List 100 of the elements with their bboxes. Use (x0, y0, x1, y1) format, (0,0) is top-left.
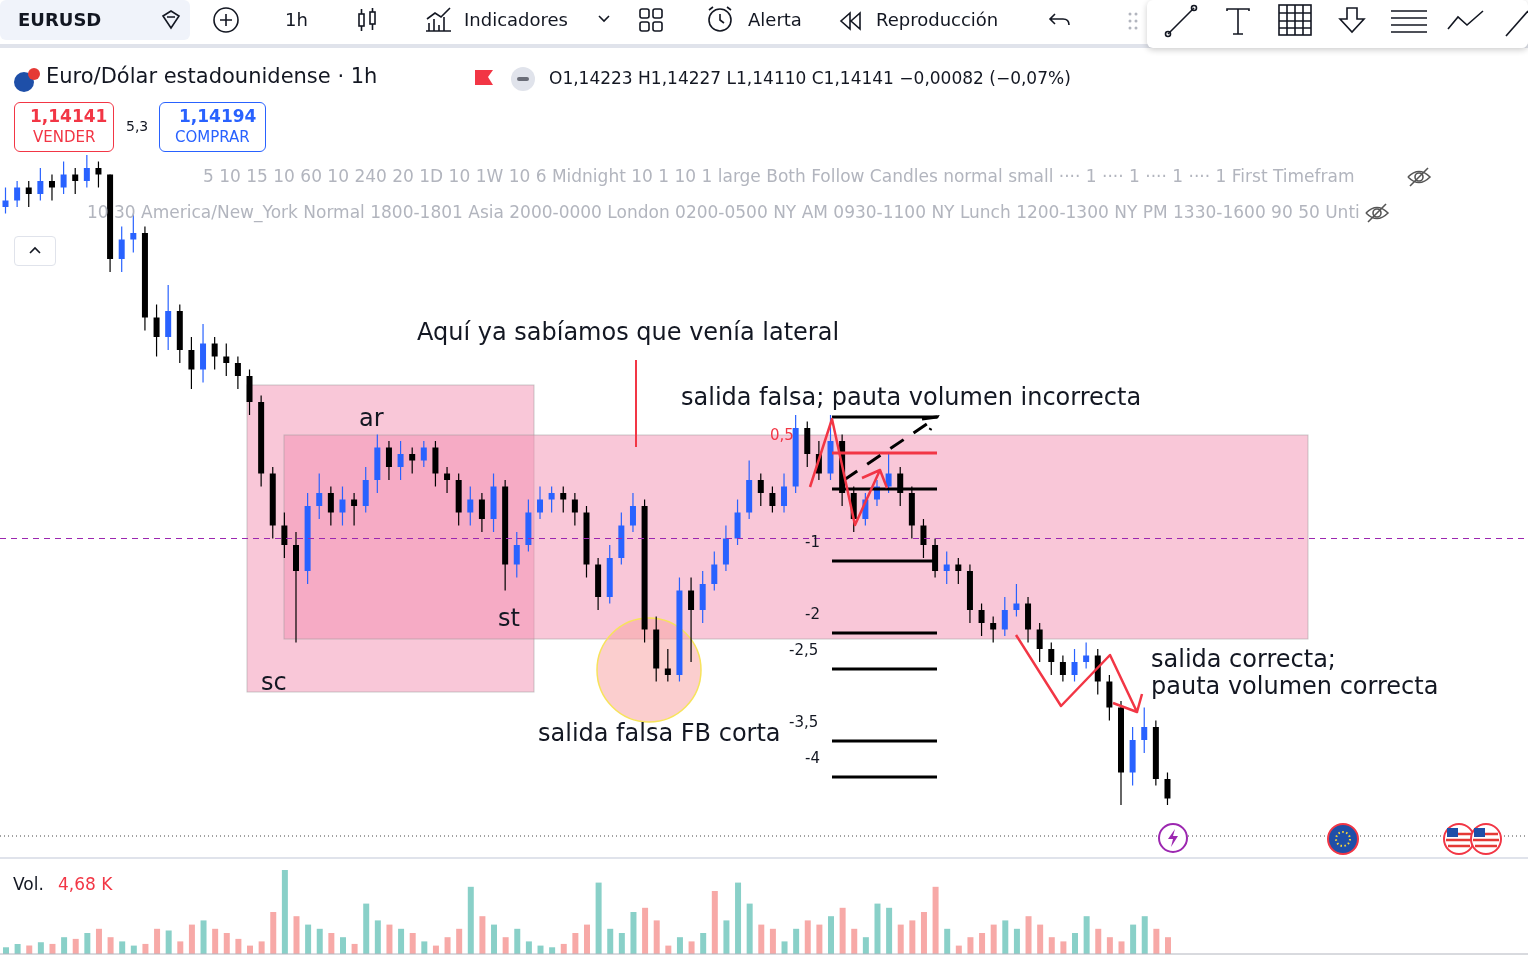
bar (154, 928, 161, 954)
bar (607, 928, 614, 954)
bar (1025, 916, 1032, 954)
bar (816, 924, 823, 954)
bar (1002, 920, 1009, 954)
candlestick (339, 485, 346, 527)
bar (1141, 916, 1148, 954)
candlestick (1001, 596, 1008, 637)
candlestick (95, 160, 102, 189)
candlestick (560, 485, 567, 514)
bar (653, 920, 660, 954)
bar (14, 943, 21, 954)
text: EURUSD (18, 9, 102, 30)
annotation: salida correcta; pauta volumen correcta (1151, 645, 1439, 700)
bar (618, 933, 625, 954)
bar (630, 912, 637, 954)
candlestick (548, 485, 555, 514)
bar (107, 937, 114, 954)
bar (990, 924, 997, 954)
candlestick (1013, 583, 1020, 618)
bar (862, 937, 869, 954)
bar (979, 933, 986, 954)
bar (1095, 928, 1102, 954)
bar (363, 903, 370, 954)
bar (1060, 941, 1067, 954)
bar (549, 947, 556, 954)
bar (502, 937, 509, 954)
bar (223, 933, 230, 954)
bar (281, 870, 288, 954)
candlestick (757, 472, 764, 507)
bar (944, 928, 951, 954)
candlestick (14, 180, 21, 208)
text: Reproducción (876, 9, 999, 30)
annotation: st (498, 604, 520, 632)
candlestick (1036, 622, 1043, 663)
bar (270, 912, 277, 954)
candlestick (664, 648, 671, 683)
bar (1013, 928, 1020, 954)
candlestick (281, 511, 288, 559)
chart-title: Euro/Dólar estadounidense · 1h (46, 64, 378, 88)
bar (688, 941, 695, 954)
candlestick (2, 186, 9, 215)
bar (851, 928, 858, 954)
candlestick (978, 602, 985, 637)
candlestick (444, 466, 451, 494)
annotation: 0,5 (770, 426, 794, 444)
text: VENDER (33, 128, 96, 146)
candlestick (990, 615, 997, 644)
candlestick (1048, 641, 1055, 676)
annotation: sc (261, 668, 287, 696)
bar (467, 886, 474, 954)
candlestick (1141, 706, 1148, 754)
candlestick (188, 336, 195, 390)
bar (235, 938, 242, 954)
bar (293, 916, 300, 954)
candlestick (537, 485, 544, 520)
candlestick (37, 167, 44, 202)
candlestick (629, 492, 636, 533)
bar (583, 924, 590, 954)
bar (142, 943, 149, 954)
candlestick (118, 225, 125, 273)
bar (479, 916, 486, 954)
candlestick (1083, 641, 1090, 670)
bar (258, 941, 265, 954)
annotation: -4 (805, 749, 820, 767)
annotation: -3,5 (789, 713, 819, 731)
bar (735, 882, 742, 954)
bar (723, 920, 730, 954)
text: 1h (285, 9, 308, 30)
text: 5,3 (126, 118, 149, 134)
candlestick (571, 492, 578, 527)
candlestick (223, 342, 230, 377)
bar (793, 928, 800, 954)
candlestick (943, 550, 950, 585)
bar (514, 928, 521, 954)
candlestick (781, 472, 788, 514)
bar (676, 937, 683, 954)
candlestick (351, 492, 358, 527)
bar (874, 903, 881, 954)
bar (339, 937, 346, 954)
candlestick (327, 485, 334, 527)
bar (1083, 916, 1090, 954)
candlestick (83, 155, 90, 189)
bar (398, 928, 405, 954)
annotation: salida falsa FB corta (538, 719, 781, 747)
text: Alerta (748, 9, 802, 30)
bar (560, 943, 567, 954)
bar (525, 941, 532, 954)
annotation: -1 (805, 533, 820, 551)
candlestick (769, 485, 776, 514)
bar (212, 928, 219, 954)
bar (444, 937, 451, 954)
bar (1037, 924, 1044, 954)
bar (95, 928, 102, 954)
bar (200, 920, 207, 954)
bar (595, 882, 602, 954)
bar (920, 912, 927, 954)
bar (769, 928, 776, 954)
chart-subtitle: 4,68 K (58, 874, 113, 894)
candlestick (920, 518, 927, 559)
